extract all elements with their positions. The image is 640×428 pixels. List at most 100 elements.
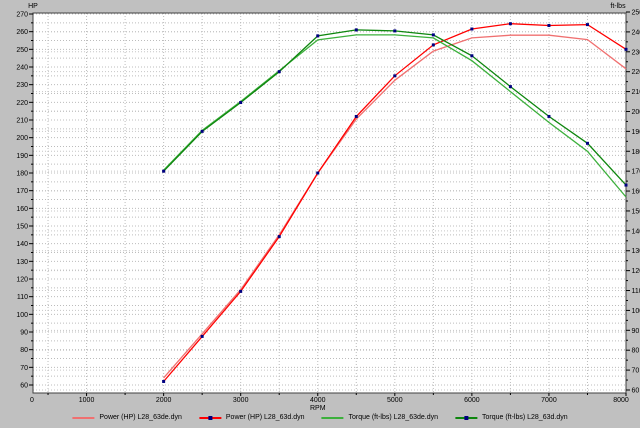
- left-axis-tick-label: 140: [16, 241, 28, 248]
- left-axis-tick-label: 220: [16, 100, 28, 107]
- right-axis-tick-label: 250: [632, 10, 640, 17]
- right-axis-tick-label: 240: [632, 29, 640, 36]
- left-axis-tick-label: 80: [20, 347, 28, 354]
- series-marker-torque-ft-lbs-l28-63d-dyn: [316, 34, 320, 38]
- left-axis-tick-label: 180: [16, 171, 28, 178]
- right-axis-tick-label: 120: [632, 268, 640, 275]
- legend-item-power-hp-l28-63d-dyn: Power (HP) L28_63d.dyn: [198, 414, 305, 421]
- series-marker-power-hp-l28-63d-dyn: [354, 114, 358, 118]
- series-marker-torque-ft-lbs-l28-63d-dyn: [239, 101, 243, 105]
- left-axis-title: HP: [28, 3, 38, 10]
- x-axis-tick-label: 5000: [387, 397, 403, 404]
- series-marker-torque-ft-lbs-l28-63d-dyn: [585, 141, 589, 145]
- right-axis-tick-label: 90: [632, 328, 640, 335]
- left-axis-tick-label: 160: [16, 206, 28, 213]
- right-axis-tick-label: 160: [632, 189, 640, 196]
- left-axis-tick-label: 120: [16, 277, 28, 284]
- legend-line-swatch: [321, 416, 344, 419]
- series-marker-power-hp-l28-63d-dyn: [624, 47, 628, 51]
- series-marker-power-hp-l28-63d-dyn: [239, 289, 243, 293]
- series-marker-power-hp-l28-63d-dyn: [393, 74, 397, 78]
- x-axis-tick-label: 6000: [464, 397, 480, 404]
- right-axis-tick-label: 220: [632, 69, 640, 76]
- right-axis-tick-label: 80: [632, 348, 640, 355]
- legend-marker-dot: [464, 415, 468, 420]
- legend-label: Power (HP) L28_63d.dyn: [225, 414, 305, 421]
- left-axis-tick-label: 110: [17, 294, 28, 301]
- series-line-power-hp-l28-63de-dyn: [163, 34, 627, 379]
- left-axis-tick-label: 70: [20, 365, 28, 372]
- legend-line-swatch: [455, 415, 477, 420]
- left-axis-tick-label: 90: [20, 330, 28, 337]
- x-axis-tick-label: 4000: [310, 397, 326, 404]
- series-marker-torque-ft-lbs-l28-63d-dyn: [547, 114, 551, 118]
- left-axis-tick-label: 150: [16, 224, 28, 231]
- series-marker-torque-ft-lbs-l28-63d-dyn: [624, 183, 628, 187]
- right-axis-tick-label: 140: [632, 228, 640, 235]
- series-marker-torque-ft-lbs-l28-63d-dyn: [354, 28, 358, 32]
- legend-label: Torque (ft-lbs) L28_63de.dyn: [348, 414, 439, 421]
- left-axis-tick-label: 130: [16, 259, 28, 266]
- series-marker-torque-ft-lbs-l28-63d-dyn: [162, 169, 166, 173]
- series-marker-torque-ft-lbs-l28-63d-dyn: [431, 33, 435, 37]
- series-marker-power-hp-l28-63d-dyn: [508, 22, 512, 26]
- series-marker-power-hp-l28-63d-dyn: [431, 43, 435, 47]
- legend-marker-dot: [207, 415, 212, 420]
- left-axis-tick-label: 240: [16, 65, 28, 72]
- left-axis-tick-label: 250: [16, 47, 28, 54]
- legend-item-power-hp-l28-63de-dyn: Power (HP) L28_63de.dyn: [72, 414, 182, 421]
- legend-line-swatch: [72, 416, 95, 419]
- left-axis-tick-label: 100: [16, 312, 28, 319]
- right-axis-tick-label: 200: [632, 109, 640, 116]
- x-axis-title: RPM: [310, 405, 326, 412]
- right-axis-tick-label: 70: [632, 368, 640, 375]
- series-marker-torque-ft-lbs-l28-63d-dyn: [277, 70, 281, 74]
- series-marker-power-hp-l28-63d-dyn: [585, 23, 589, 27]
- plot-area: [33, 13, 626, 393]
- series-marker-torque-ft-lbs-l28-63d-dyn: [470, 54, 474, 58]
- left-axis-tick-label: 190: [16, 153, 28, 160]
- legend-label: Torque (ft-lbs) L28_63d.dyn: [482, 414, 568, 421]
- right-axis-tick-label: 230: [632, 49, 640, 56]
- x-axis-tick-label: 7000: [541, 397, 557, 404]
- series-marker-power-hp-l28-63d-dyn: [162, 379, 166, 383]
- right-axis-title: ft-lbs: [610, 3, 626, 10]
- right-axis-tick-label: 100: [632, 308, 640, 315]
- left-axis-tick-label: 210: [16, 118, 28, 125]
- x-axis-tick-label: 1000: [79, 397, 95, 404]
- x-axis-tick-label: 0: [30, 397, 34, 404]
- right-axis-tick-label: 210: [632, 89, 640, 96]
- series-marker-power-hp-l28-63d-dyn: [470, 27, 474, 31]
- legend-item-torque-ft-lbs-l28-63de-dyn: Torque (ft-lbs) L28_63de.dyn: [321, 414, 439, 421]
- x-axis-tick-label: 8000: [613, 397, 629, 404]
- right-axis-tick-label: 110: [632, 288, 640, 295]
- x-axis-tick-label: 2000: [156, 397, 172, 404]
- right-axis-tick-label: 190: [632, 129, 640, 136]
- right-axis-tick-label: 180: [632, 149, 640, 156]
- right-axis-tick-label: 170: [632, 169, 640, 176]
- left-axis-tick-label: 260: [16, 29, 28, 36]
- left-axis-tick-label: 60: [20, 383, 28, 390]
- series-marker-power-hp-l28-63d-dyn: [277, 235, 281, 239]
- chart-legend: Power (HP) L28_63de.dyn Power (HP) L28_63…: [72, 414, 568, 421]
- left-axis-tick-label: 230: [16, 82, 28, 89]
- left-axis-tick-label: 170: [16, 188, 28, 195]
- series-marker-power-hp-l28-63d-dyn: [316, 171, 320, 175]
- right-axis-tick-label: 60: [632, 388, 640, 395]
- legend-item-torque-ft-lbs-l28-63d-dyn: Torque (ft-lbs) L28_63d.dyn: [455, 414, 568, 421]
- legend-label: Power (HP) L28_63de.dyn: [99, 414, 182, 421]
- right-axis-tick-label: 130: [632, 248, 640, 255]
- left-axis-tick-label: 200: [16, 135, 28, 142]
- right-axis-tick-label: 150: [632, 208, 640, 215]
- x-axis-tick-label: 3000: [233, 397, 249, 404]
- series-marker-power-hp-l28-63d-dyn: [547, 23, 551, 27]
- legend-line-swatch: [198, 415, 221, 420]
- series-marker-torque-ft-lbs-l28-63d-dyn: [508, 85, 512, 89]
- series-marker-power-hp-l28-63d-dyn: [200, 334, 204, 338]
- series-marker-torque-ft-lbs-l28-63d-dyn: [200, 129, 204, 133]
- left-axis-tick-label: 270: [16, 12, 28, 19]
- plot-frame: [32, 12, 627, 394]
- series-marker-torque-ft-lbs-l28-63d-dyn: [393, 29, 397, 33]
